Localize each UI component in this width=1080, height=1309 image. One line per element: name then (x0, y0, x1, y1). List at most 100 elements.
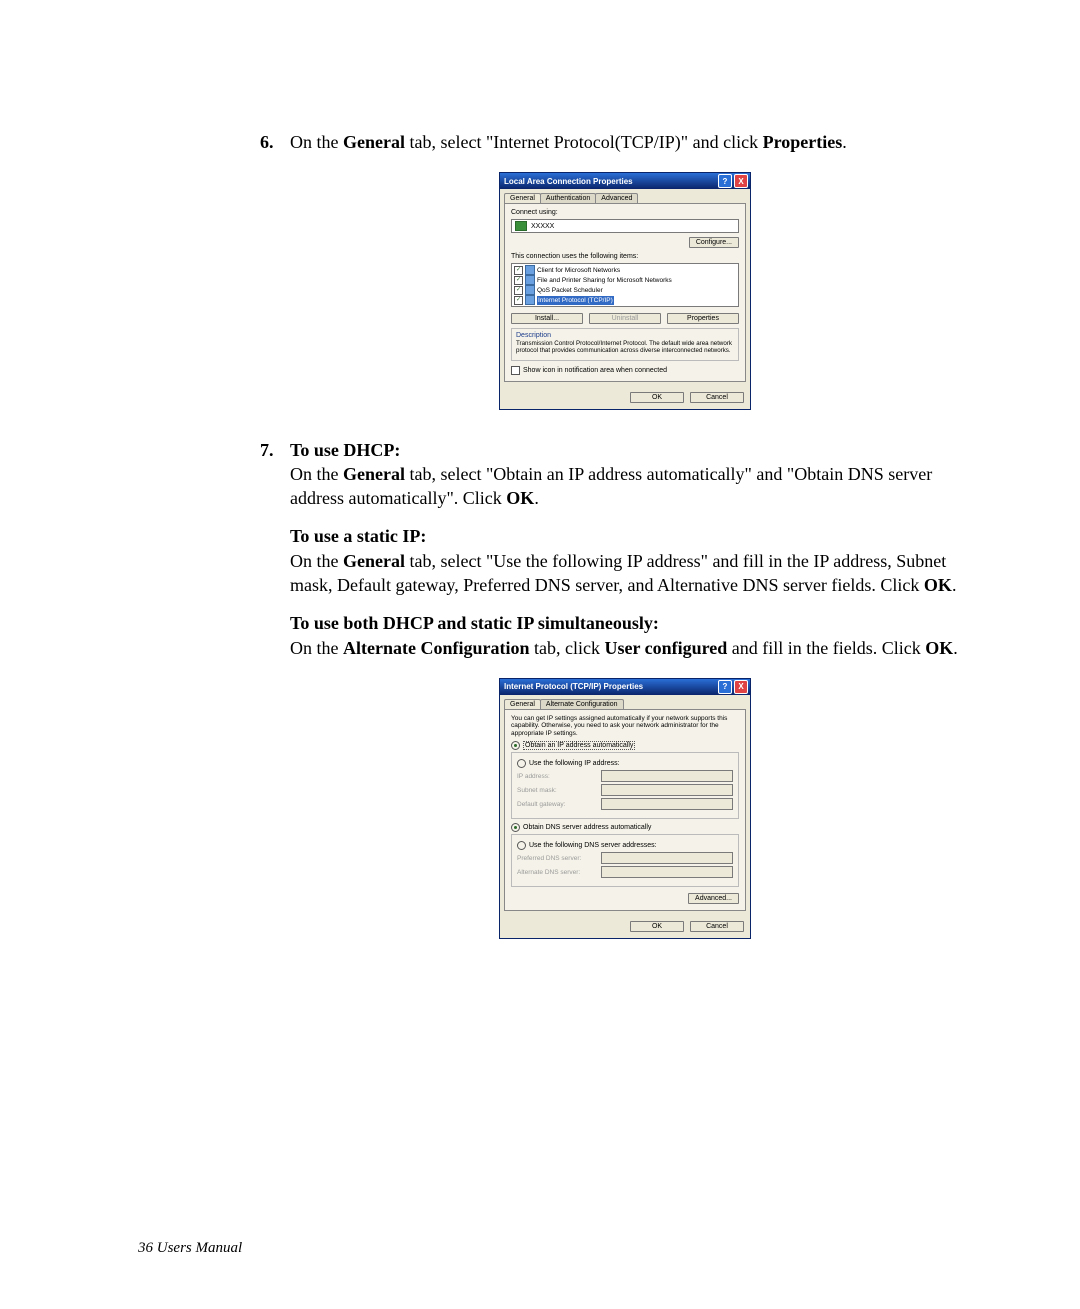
both-paragraph: On the Alternate Configuration tab, clic… (290, 636, 990, 660)
checkbox-icon[interactable]: ✓ (514, 286, 523, 295)
ip-label: IP address: (517, 773, 597, 780)
dialog-lan-properties: Local Area Connection Properties ? X Gen… (499, 172, 751, 409)
list-item-label: QoS Packet Scheduler (537, 286, 603, 295)
radio-use-ip[interactable]: Use the following IP address: (517, 759, 733, 768)
description-box: Description Transmission Control Protoco… (511, 328, 739, 360)
tab-general[interactable]: General (504, 193, 541, 203)
static-ip-paragraph: On the General tab, select "Use the foll… (290, 549, 990, 598)
show-icon-row: ✓ Show icon in notification area when co… (511, 366, 739, 375)
step-7: 7. To use DHCP: On the General tab, sele… (260, 438, 990, 660)
bold-ok: OK (924, 575, 952, 595)
checkbox-icon[interactable]: ✓ (514, 266, 523, 275)
text: On the (290, 132, 343, 152)
cancel-button[interactable]: Cancel (690, 392, 744, 403)
dhcp-paragraph: On the General tab, select "Obtain an IP… (290, 462, 990, 511)
text: . (534, 488, 539, 508)
subnet-label: Subnet mask: (517, 787, 597, 794)
text: . (953, 638, 958, 658)
show-icon-label: Show icon in notification area when conn… (523, 367, 667, 374)
advanced-button[interactable]: Advanced... (688, 893, 739, 904)
bold-ok: OK (506, 488, 534, 508)
list-item[interactable]: ✓ QoS Packet Scheduler (514, 285, 736, 295)
close-icon[interactable]: X (734, 174, 748, 188)
radio-icon[interactable] (511, 741, 520, 750)
dns-fieldset: Use the following DNS server addresses: … (511, 834, 739, 887)
properties-button[interactable]: Properties (667, 313, 739, 324)
bold-general: General (343, 551, 405, 571)
radio-use-dns[interactable]: Use the following DNS server addresses: (517, 841, 733, 850)
install-button[interactable]: Install... (511, 313, 583, 324)
help-icon[interactable]: ? (718, 174, 732, 188)
ok-button[interactable]: OK (630, 921, 684, 932)
tab-panel-general: You can get IP settings assigned automat… (504, 709, 746, 911)
bold-general: General (343, 464, 405, 484)
dialog-footer: OK Cancel (500, 386, 750, 409)
checkbox-icon[interactable]: ✓ (514, 296, 523, 305)
uninstall-button[interactable]: Uninstall (589, 313, 661, 324)
adapter-field: XXXXX (511, 219, 739, 233)
text: On the (290, 464, 343, 484)
step-6: 6. On the General tab, select "Internet … (260, 130, 990, 154)
tab-general[interactable]: General (504, 699, 541, 709)
close-icon[interactable]: X (734, 680, 748, 694)
checkbox-icon[interactable]: ✓ (514, 276, 523, 285)
tab-advanced[interactable]: Advanced (595, 193, 638, 203)
pref-dns-row: Preferred DNS server: (517, 852, 733, 864)
bold-user-configured: User configured (604, 638, 727, 658)
list-item-label: Internet Protocol (TCP/IP) (537, 296, 614, 305)
list-item-label: File and Printer Sharing for Microsoft N… (537, 276, 672, 285)
text: tab, click (529, 638, 604, 658)
alt-dns-row: Alternate DNS server: (517, 866, 733, 878)
ok-button[interactable]: OK (630, 392, 684, 403)
items-listbox[interactable]: ✓ Client for Microsoft Networks ✓ File a… (511, 263, 739, 307)
bold-general: General (343, 132, 405, 152)
text: and fill in the fields. Click (727, 638, 925, 658)
configure-button[interactable]: Configure... (689, 237, 739, 248)
share-icon (525, 275, 535, 285)
tab-authentication[interactable]: Authentication (540, 193, 596, 203)
intro-text: You can get IP settings assigned automat… (511, 715, 739, 737)
cancel-button[interactable]: Cancel (690, 921, 744, 932)
radio-obtain-dns[interactable]: Obtain DNS server address automatically (511, 823, 739, 832)
tcpip-icon (525, 295, 535, 305)
step-6-text: On the General tab, select "Internet Pro… (290, 130, 990, 154)
radio-label: Obtain an IP address automatically (523, 741, 635, 750)
ip-fieldset: Use the following IP address: IP address… (511, 752, 739, 819)
subnet-input[interactable] (601, 784, 733, 796)
help-icon[interactable]: ? (718, 680, 732, 694)
ip-input[interactable] (601, 770, 733, 782)
alt-dns-input[interactable] (601, 866, 733, 878)
description-text: Transmission Control Protocol/Internet P… (516, 340, 734, 354)
step-7-number: 7. (260, 438, 290, 462)
radio-icon[interactable] (517, 759, 526, 768)
pref-dns-label: Preferred DNS server: (517, 855, 597, 862)
titlebar: Local Area Connection Properties ? X (500, 173, 750, 189)
list-item[interactable]: ✓ Client for Microsoft Networks (514, 265, 736, 275)
text: . (842, 132, 847, 152)
tab-alternate-config[interactable]: Alternate Configuration (540, 699, 624, 709)
radio-obtain-ip[interactable]: Obtain an IP address automatically (511, 741, 739, 750)
radio-icon[interactable] (511, 823, 520, 832)
adapter-name: XXXXX (531, 223, 554, 230)
client-icon (525, 265, 535, 275)
radio-label: Use the following DNS server addresses: (529, 842, 657, 849)
description-title: Description (516, 332, 734, 339)
dialog-title: Local Area Connection Properties (504, 177, 633, 186)
heading-static-ip: To use a static IP: (290, 524, 990, 548)
bold-properties: Properties (763, 132, 843, 152)
uses-items-label: This connection uses the following items… (511, 253, 739, 260)
qos-icon (525, 285, 535, 295)
gateway-input[interactable] (601, 798, 733, 810)
checkbox-icon[interactable]: ✓ (511, 366, 520, 375)
list-item-selected[interactable]: ✓ Internet Protocol (TCP/IP) (514, 295, 736, 305)
text: On the (290, 638, 343, 658)
pref-dns-input[interactable] (601, 852, 733, 864)
list-item[interactable]: ✓ File and Printer Sharing for Microsoft… (514, 275, 736, 285)
ip-address-row: IP address: (517, 770, 733, 782)
connect-using-label: Connect using: (511, 209, 739, 216)
radio-label: Use the following IP address: (529, 760, 620, 767)
gateway-label: Default gateway: (517, 801, 597, 808)
radio-icon[interactable] (517, 841, 526, 850)
subnet-row: Subnet mask: (517, 784, 733, 796)
dialog-title: Internet Protocol (TCP/IP) Properties (504, 682, 643, 691)
